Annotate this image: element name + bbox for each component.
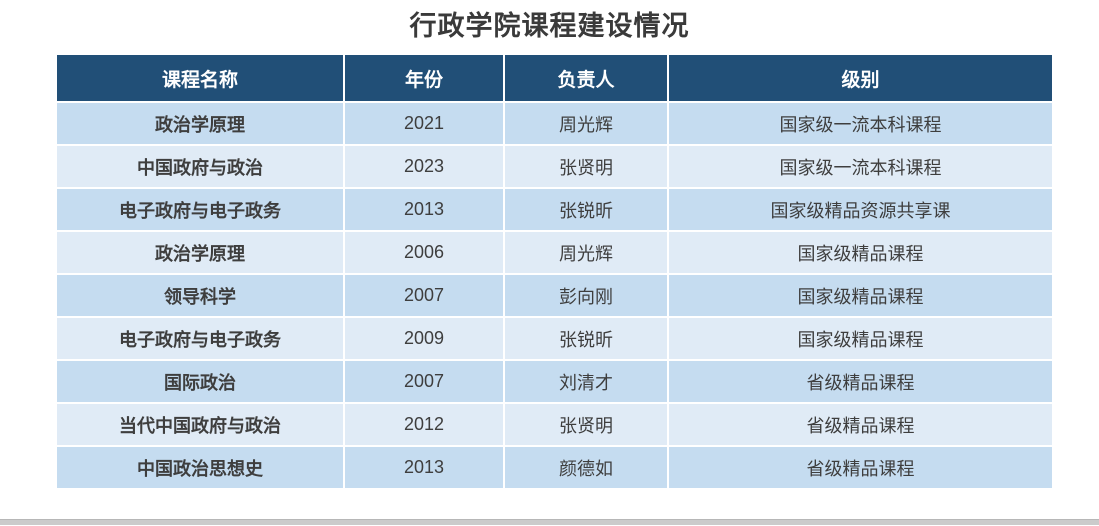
page-title: 行政学院课程建设情况 — [409, 11, 690, 41]
table-row: 国际政治 2007 刘清才 省级精品课程 — [55, 359, 1054, 404]
course-cell: 中国政府与政治 — [55, 144, 345, 189]
level-cell: 国家级精品课程 — [667, 230, 1054, 275]
level-cell: 国家级一流本科课程 — [667, 101, 1054, 146]
table-header-row: 课程名称 年份 负责人 级别 — [55, 53, 1054, 103]
header-cell-level: 级别 — [667, 53, 1054, 103]
table-row: 中国政治思想史 2013 颜德如 省级精品课程 — [55, 445, 1054, 490]
course-cell: 国际政治 — [55, 359, 345, 404]
header-cell-year: 年份 — [343, 53, 505, 103]
level-cell: 国家级精品资源共享课 — [667, 187, 1054, 232]
course-cell: 中国政治思想史 — [55, 445, 345, 490]
leader-cell: 刘清才 — [503, 359, 669, 404]
course-cell: 政治学原理 — [55, 230, 345, 275]
level-cell: 国家级精品课程 — [667, 273, 1054, 318]
year-cell: 2006 — [343, 230, 505, 275]
year-cell: 2013 — [343, 445, 505, 490]
level-cell: 省级精品课程 — [667, 402, 1054, 447]
table-row: 中国政府与政治 2023 张贤明 国家级一流本科课程 — [55, 144, 1054, 189]
year-cell: 2007 — [343, 273, 505, 318]
leader-cell: 周光辉 — [503, 230, 669, 275]
bottom-divider-bar — [0, 519, 1099, 525]
course-table: 课程名称 年份 负责人 级别 政治学原理 2021 周光辉 国家级一流本科课程 … — [55, 53, 1054, 490]
table-row: 电子政府与电子政务 2013 张锐昕 国家级精品资源共享课 — [55, 187, 1054, 232]
leader-cell: 张锐昕 — [503, 187, 669, 232]
level-cell: 国家级一流本科课程 — [667, 144, 1054, 189]
level-cell: 国家级精品课程 — [667, 316, 1054, 361]
header-cell-course: 课程名称 — [55, 53, 345, 103]
table-row: 政治学原理 2006 周光辉 国家级精品课程 — [55, 230, 1054, 275]
course-cell: 电子政府与电子政务 — [55, 316, 345, 361]
leader-cell: 彭向刚 — [503, 273, 669, 318]
course-cell: 政治学原理 — [55, 101, 345, 146]
course-cell: 电子政府与电子政务 — [55, 187, 345, 232]
year-cell: 2023 — [343, 144, 505, 189]
table-row: 电子政府与电子政务 2009 张锐昕 国家级精品课程 — [55, 316, 1054, 361]
year-cell: 2009 — [343, 316, 505, 361]
course-cell: 领导科学 — [55, 273, 345, 318]
leader-cell: 张锐昕 — [503, 316, 669, 361]
level-cell: 省级精品课程 — [667, 359, 1054, 404]
leader-cell: 张贤明 — [503, 144, 669, 189]
year-cell: 2007 — [343, 359, 505, 404]
table-row: 领导科学 2007 彭向刚 国家级精品课程 — [55, 273, 1054, 318]
year-cell: 2012 — [343, 402, 505, 447]
leader-cell: 张贤明 — [503, 402, 669, 447]
course-cell: 当代中国政府与政治 — [55, 402, 345, 447]
leader-cell: 颜德如 — [503, 445, 669, 490]
table-row: 政治学原理 2021 周光辉 国家级一流本科课程 — [55, 101, 1054, 146]
level-cell: 省级精品课程 — [667, 445, 1054, 490]
year-cell: 2021 — [343, 101, 505, 146]
table-row: 当代中国政府与政治 2012 张贤明 省级精品课程 — [55, 402, 1054, 447]
leader-cell: 周光辉 — [503, 101, 669, 146]
header-cell-leader: 负责人 — [503, 53, 669, 103]
year-cell: 2013 — [343, 187, 505, 232]
